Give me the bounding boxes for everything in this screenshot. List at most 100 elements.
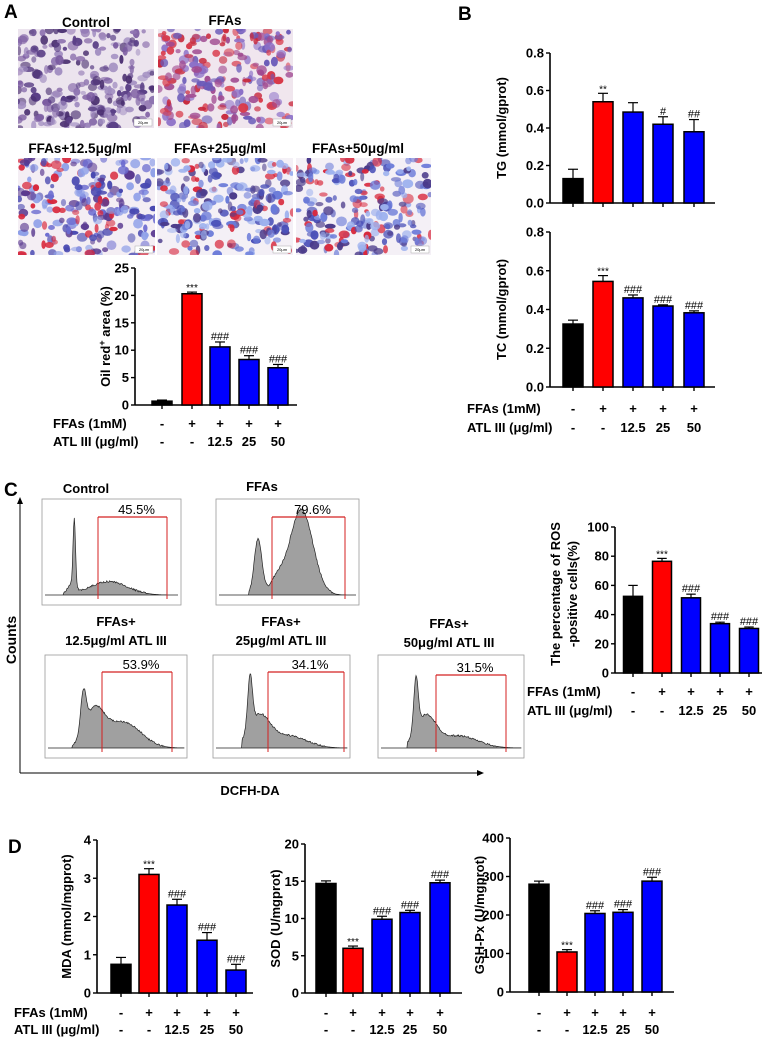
cell [59, 217, 65, 224]
cell [232, 161, 240, 169]
cell [19, 222, 30, 232]
gate-percent: 34.1% [292, 657, 329, 672]
cell [86, 196, 91, 205]
significance-mark: ### [614, 899, 633, 911]
cell [236, 182, 248, 192]
group-row-value: 12.5 [369, 1022, 394, 1037]
cell [18, 114, 27, 121]
scale-bar-label: 20μm [139, 247, 150, 252]
cell [221, 113, 229, 120]
cell [373, 248, 384, 255]
cell [360, 172, 365, 182]
cell [137, 214, 146, 220]
significance-mark: ## [688, 109, 701, 121]
cell [234, 246, 244, 252]
cell [201, 211, 212, 221]
cell [127, 214, 134, 219]
cell [264, 236, 271, 245]
cell [78, 70, 85, 76]
cell [325, 228, 335, 233]
bar [622, 297, 644, 388]
cell [163, 110, 172, 116]
y-tick-label: 0.2 [526, 158, 544, 173]
significance-mark: *** [347, 937, 359, 948]
cell [354, 188, 363, 195]
cell [108, 62, 119, 73]
cell [211, 94, 217, 104]
cell [181, 194, 186, 203]
y-tick-label: 20 [285, 837, 299, 852]
cell [142, 164, 151, 173]
cell [39, 29, 46, 37]
cell [212, 49, 221, 57]
group-row-label: ATL III (μg/ml) [14, 1022, 99, 1037]
cell [52, 107, 59, 118]
micrograph-label: FFAs [208, 13, 241, 28]
cell [97, 177, 106, 182]
group-row-value: - [147, 1022, 151, 1037]
cell [74, 184, 83, 191]
cell [127, 233, 136, 243]
cell [160, 50, 166, 56]
cell [177, 93, 185, 103]
cell [20, 190, 30, 197]
cell [44, 29, 54, 35]
cell [137, 75, 148, 82]
cell [18, 80, 24, 88]
cell [150, 229, 155, 238]
cell [181, 240, 191, 248]
cell [209, 38, 221, 46]
bar [225, 969, 247, 994]
y-tick-label: 5 [292, 948, 299, 963]
cell [47, 190, 54, 201]
cell [214, 239, 224, 249]
cell [160, 221, 170, 227]
cell [287, 46, 292, 53]
cell [95, 181, 102, 188]
cell [379, 186, 385, 192]
group-row-value: 25 [242, 434, 256, 449]
group-row-value: + [203, 1005, 211, 1020]
cell [31, 68, 41, 79]
cell [245, 251, 254, 255]
cell [167, 228, 178, 233]
cell [125, 83, 132, 92]
significance-mark: ### [373, 905, 392, 917]
cell [282, 217, 292, 223]
y-tick-label: 400 [482, 831, 504, 846]
cell [178, 83, 187, 92]
cell [157, 178, 164, 187]
cell [246, 206, 253, 215]
group-row-value: + [245, 416, 253, 431]
cell [336, 216, 347, 227]
significance-mark: ### [586, 900, 605, 912]
cell [149, 205, 155, 212]
cell [184, 53, 193, 59]
cell [19, 242, 27, 250]
group-row-value: 50 [687, 420, 701, 435]
significance-mark: *** [186, 283, 198, 294]
group-row-value: + [188, 416, 196, 431]
cell [66, 95, 76, 100]
cell [38, 121, 45, 127]
bar [592, 280, 614, 388]
cell [84, 249, 95, 255]
group-row-value: - [571, 401, 575, 416]
flow-cytometry-panel: Counts DCFH-DA 45.5% Control 79.6% FFAs 53.9% F… [3, 479, 525, 798]
cell [102, 247, 109, 253]
cell [244, 158, 249, 163]
cell [394, 179, 403, 188]
bar [138, 873, 160, 994]
group-row-value: 12.5 [678, 703, 703, 718]
cell [183, 165, 191, 172]
cell [230, 105, 239, 114]
cell [92, 41, 99, 49]
cell [256, 116, 261, 123]
chart-sod: 0 5 10 15 20 SOD (U/mgprot) *** ### ### ### - + + + + -… [268, 837, 462, 1037]
y-tick-label: 10 [285, 911, 299, 926]
cell [66, 217, 78, 225]
cell [70, 53, 77, 61]
cell [109, 226, 118, 232]
cell [44, 65, 49, 74]
